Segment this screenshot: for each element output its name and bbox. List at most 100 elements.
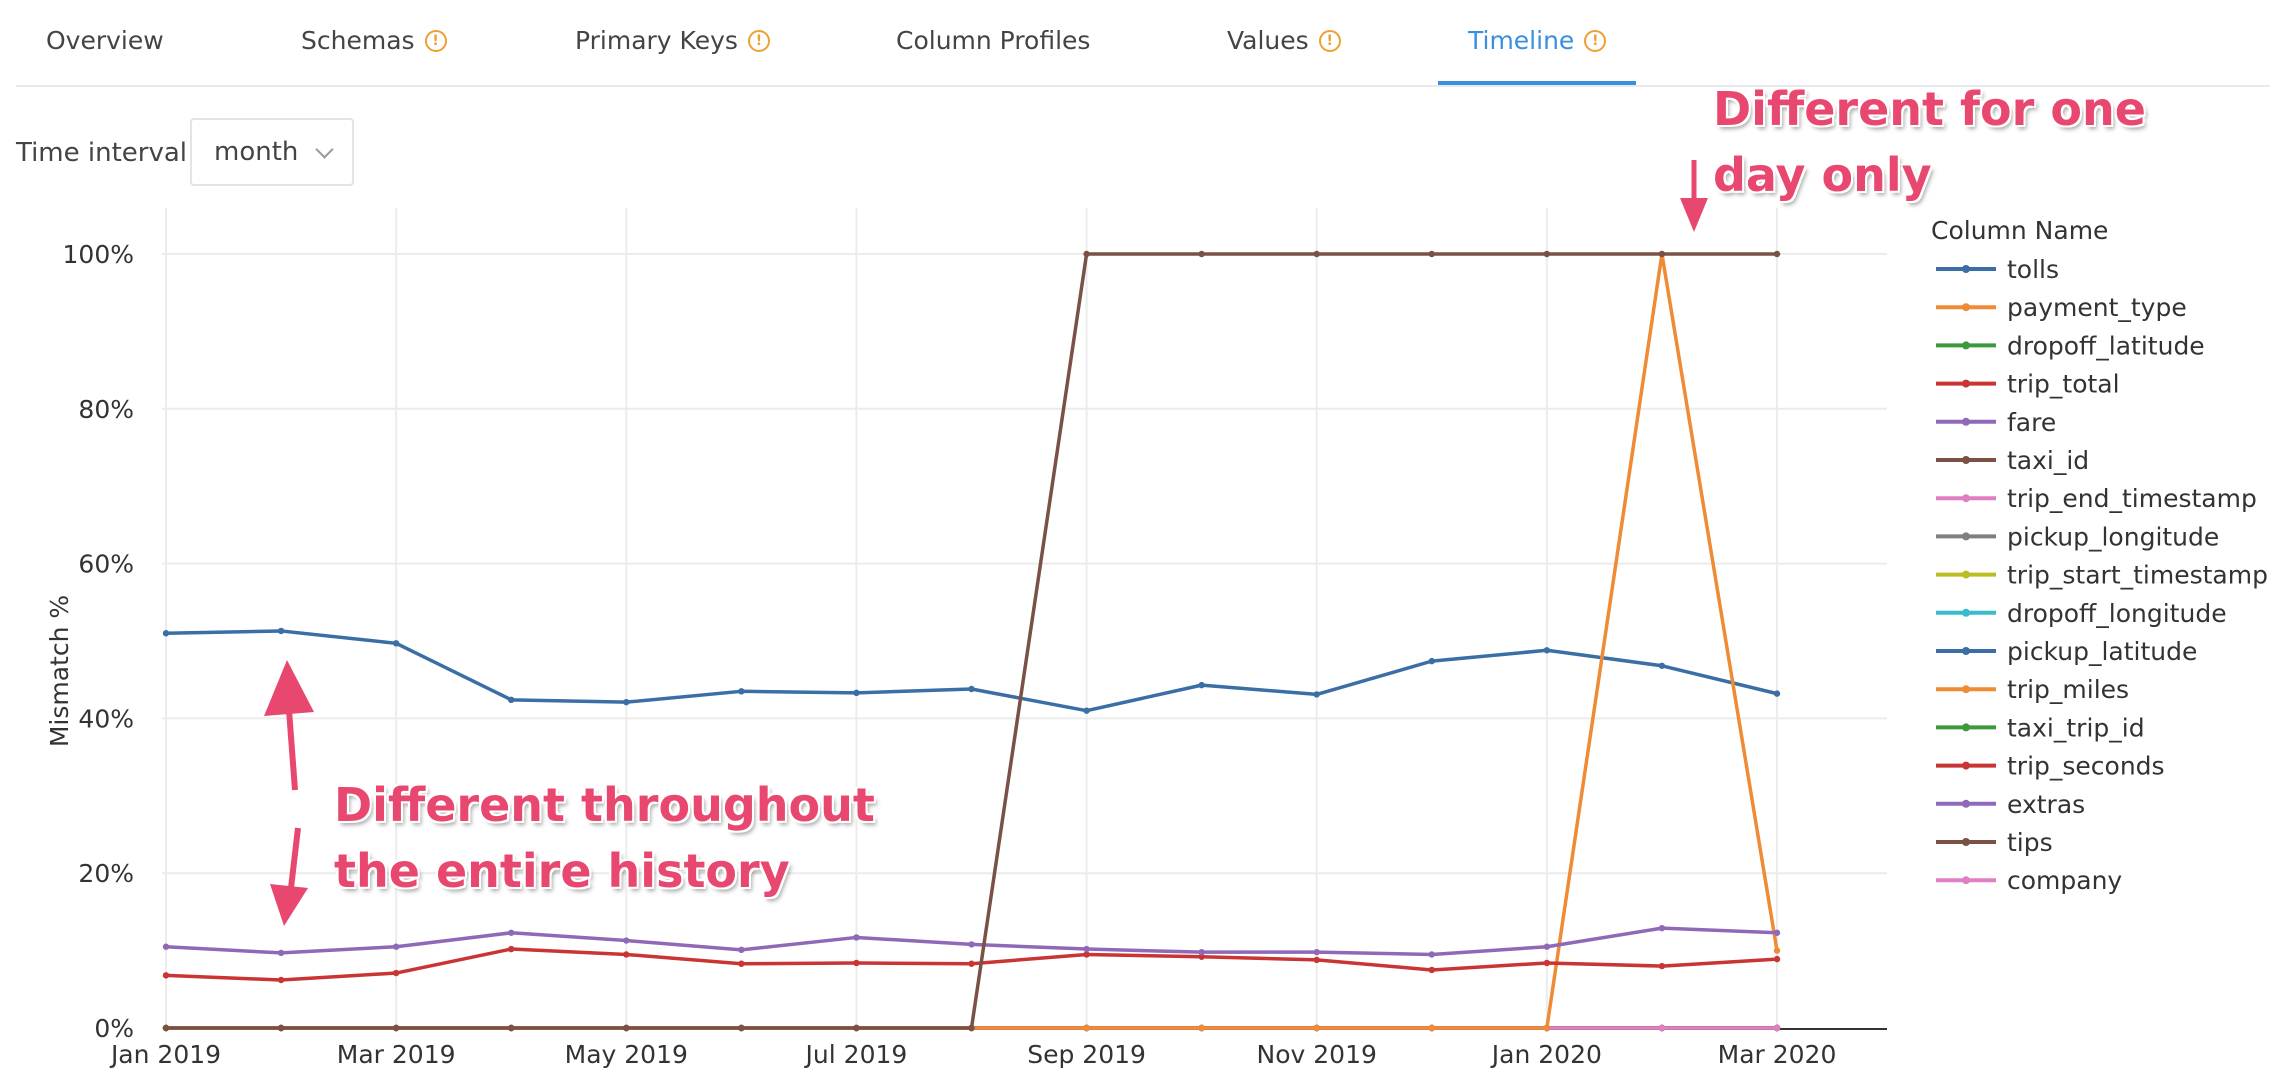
y-tick-label: 40% [78,704,134,733]
data-point-payment_type [1313,1024,1320,1032]
tab-primary-keys[interactable]: Primary Keys ! [545,26,800,85]
data-point-tolls [1658,662,1666,669]
legend-item-pickup_latitude: pickup_latitude [2007,637,2197,666]
series-group [162,250,1781,1032]
data-point-tolls [1313,691,1320,698]
legend: Column Name tolls payment_type dropoff_lati… [1931,216,2268,895]
data-point-tolls [738,688,745,695]
legend-item-taxi_trip_id: taxi_trip_id [2007,713,2145,742]
legend-swatch-dot [1962,341,1970,350]
data-point-fare [968,941,975,948]
data-point-payment_type [1083,1024,1090,1032]
data-point-trip_total [738,960,745,967]
legend-swatch-dot [1962,761,1970,770]
data-point-fare [1428,951,1435,958]
data-point-trip_total [853,959,860,967]
data-point-payment_type [1198,1024,1205,1032]
time-interval-select[interactable]: month [190,118,354,186]
legend-item-payment_type: payment_type [2007,293,2187,322]
legend-swatch-dot [1962,608,1970,617]
tab-label: Values [1227,26,1309,55]
tab-label: Schemas [301,26,415,55]
series-line-payment_type [166,252,1779,1030]
data-point-payment_type [1543,1024,1551,1032]
legend-swatch-dot [1962,494,1970,503]
data-point-taxi_id [162,1024,170,1032]
x-tick-label: Jul 2019 [804,1040,908,1069]
data-point-tolls [162,630,170,637]
data-point-tolls [968,685,975,693]
legend-item-trip_seconds: trip_seconds [2007,752,2165,781]
legend-swatch-dot [1962,876,1970,885]
arrow-up-icon [264,660,314,716]
legend-swatch-dot [1962,456,1970,464]
arrow-shaft [286,709,298,791]
arrow-down-icon [1680,198,1708,232]
legend-item-trip_total: trip_total [2007,370,2120,399]
warning-icon: ! [424,30,447,52]
data-point-tolls [1083,707,1090,714]
data-point-tolls [508,696,515,704]
data-point-tolls [1428,657,1435,665]
data-point-taxi_id [1658,250,1666,258]
data-point-fare [1658,924,1666,932]
tab-label: Primary Keys [575,26,738,55]
legend-item-company: company [2007,866,2122,895]
legend-item-trip_miles: trip_miles [2007,675,2129,704]
data-point-trip_total [1543,959,1551,967]
data-point-trip_total [1198,953,1205,960]
tab-values[interactable]: Values ! [1197,26,1371,85]
data-point-taxi_id [508,1024,515,1032]
data-point-trip_total [1658,962,1666,970]
legend-title: Column Name [1931,216,2108,245]
data-point-payment_type [1773,947,1781,954]
data-point-trip_total [1083,951,1090,958]
grid [162,208,1887,1028]
data-point-taxi_id [623,1024,630,1032]
data-point-fare [1313,948,1320,956]
data-point-fare [508,929,515,936]
x-axis: Jan 2019 Mar 2019 May 2019 Jul 2019 Sep 2019… [109,1028,1887,1069]
legend-item-taxi_id: taxi_id [2007,446,2089,475]
annotation-one-day: Different for one day only [1713,82,2146,202]
tab-overview[interactable]: Overview [16,26,194,85]
tab-column-profiles[interactable]: Column Profiles [866,26,1120,85]
legend-swatch-dot [1962,532,1970,541]
data-point-trip_total [1428,966,1435,974]
time-interval-label: Time interval [16,138,188,168]
data-point-fare [738,946,745,954]
data-point-company [1658,1024,1666,1032]
data-point-trip_total [1313,956,1320,964]
tab-schemas[interactable]: Schemas ! [271,26,477,85]
data-point-fare [277,949,285,957]
legend-swatch-dot [1962,647,1970,655]
warning-icon: ! [747,30,770,52]
data-point-fare [1083,945,1090,953]
legend-item-extras: extras [2007,790,2085,819]
data-point-trip_total [392,969,400,977]
legend-item-trip_end_timestamp: trip_end_timestamp [2007,484,2257,513]
data-point-tolls [1773,690,1781,697]
legend-swatch-dot [1962,379,1970,388]
data-point-taxi_id [1083,250,1090,258]
data-point-tolls [277,627,285,635]
x-tick-label: Jan 2020 [1490,1040,1602,1069]
x-tick-label: Mar 2019 [337,1040,456,1069]
data-point-taxi_id [1543,250,1551,258]
annotation-entire-history: Different throughout the entire history [334,778,875,898]
legend-swatch-dot [1962,723,1970,732]
legend-item-tolls: tolls [2007,255,2059,284]
data-point-trip_total [1773,955,1781,963]
data-point-fare [1543,943,1551,950]
data-point-tolls [1198,681,1205,689]
legend-swatch-dot [1962,417,1970,426]
x-tick-label: Mar 2020 [1718,1040,1837,1069]
data-point-fare [623,937,630,944]
data-point-taxi_id [1313,250,1320,258]
legend-swatch-dot [1962,265,1970,273]
tab-label: Overview [46,26,164,55]
data-point-tolls [623,698,630,706]
x-tick-label: Sep 2019 [1027,1040,1146,1069]
tab-timeline[interactable]: Timeline ! [1438,26,1637,85]
data-point-trip_total [277,976,285,984]
